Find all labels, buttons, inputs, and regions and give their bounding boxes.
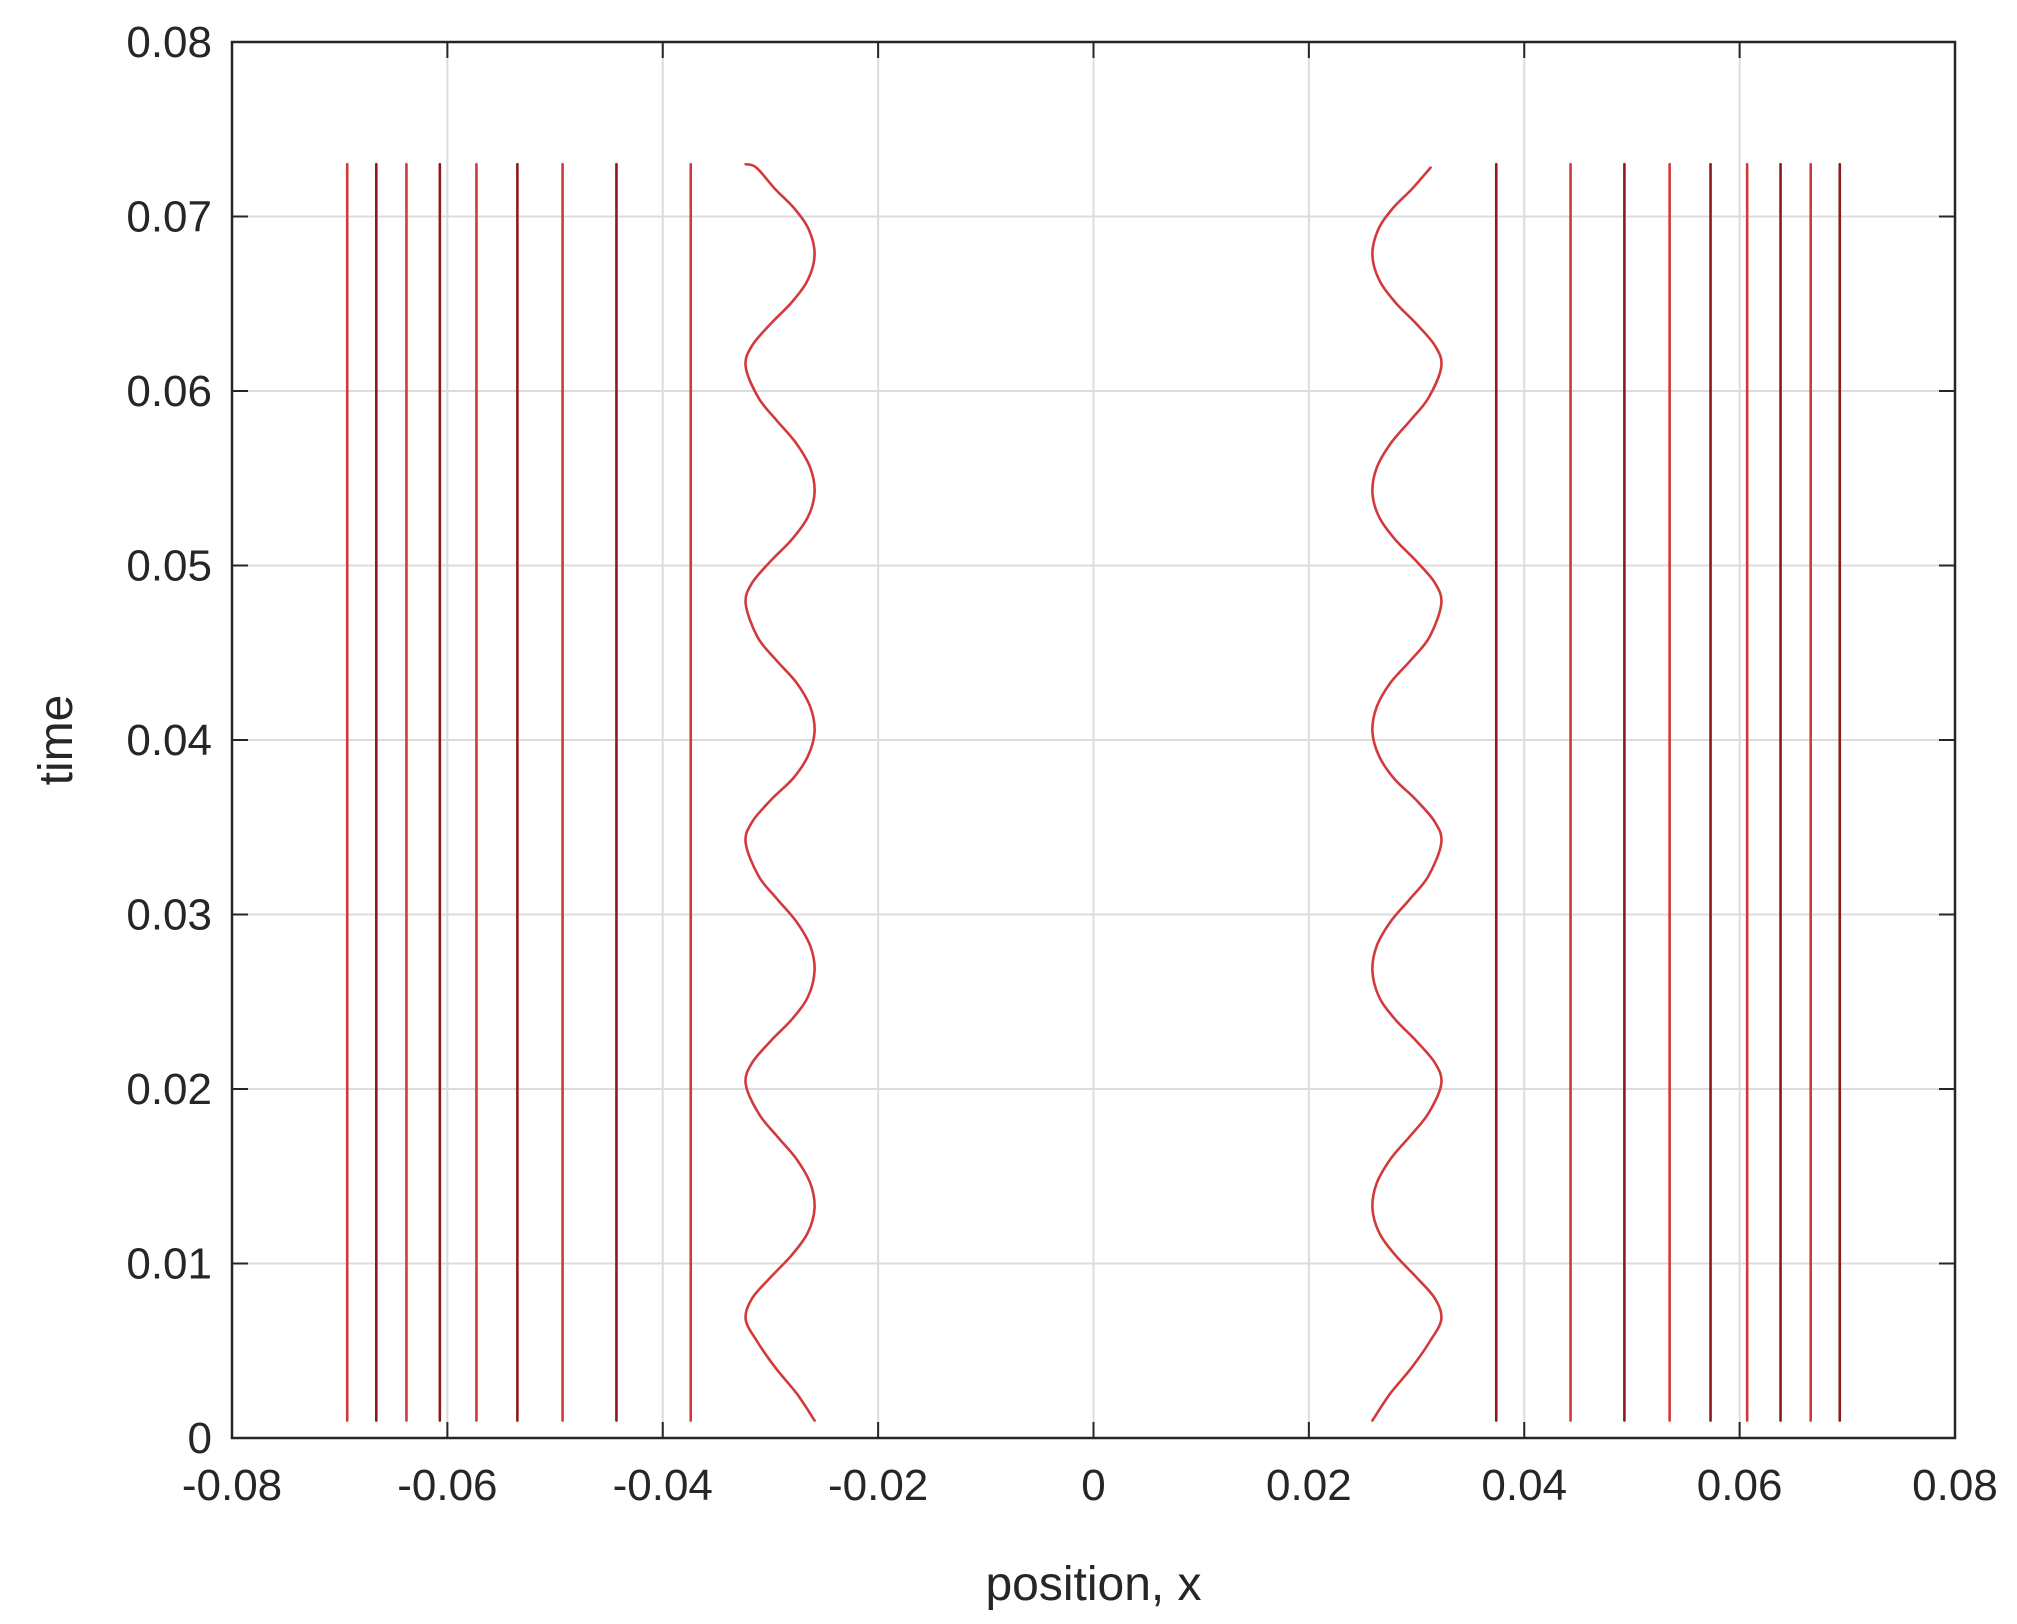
oscillating-trajectory <box>1371 166 1443 1422</box>
x-tick-label: 0.04 <box>1481 1461 1567 1510</box>
x-tick-label: -0.06 <box>397 1461 497 1510</box>
x-tick-label: 0.06 <box>1697 1461 1783 1510</box>
y-tick-label: 0.01 <box>126 1240 212 1289</box>
tick-marks <box>231 41 1956 1439</box>
y-tick-label: 0.03 <box>126 891 212 940</box>
y-tick-labels: 0 0.01 0.02 0.03 0.04 0.05 0.06 0.07 0.08 <box>126 18 212 1463</box>
y-tick-label: 0.06 <box>126 367 212 416</box>
x-tick-label: -0.08 <box>182 1461 282 1510</box>
x-tick-label: -0.02 <box>828 1461 928 1510</box>
x-tick-label: 0 <box>1081 1461 1105 1510</box>
x-tick-label: -0.04 <box>613 1461 713 1510</box>
y-tick-label: 0.04 <box>126 716 212 765</box>
series <box>345 162 1842 1422</box>
x-tick-labels: -0.08 -0.06 -0.04 -0.02 0 0.02 0.04 0.06 0.08 <box>182 1461 1998 1510</box>
y-tick-label: 0.02 <box>126 1065 212 1114</box>
x-tick-label: 0.08 <box>1912 1461 1998 1510</box>
y-tick-label: 0 <box>188 1414 212 1463</box>
y-axis-label: time <box>30 695 83 786</box>
y-tick-label: 0.07 <box>126 193 212 242</box>
y-tick-label: 0.08 <box>126 18 212 67</box>
y-tick-label: 0.05 <box>126 542 212 591</box>
x-tick-label: 0.02 <box>1266 1461 1352 1510</box>
x-axis-label: position, x <box>985 1558 1201 1611</box>
oscillating-trajectory <box>744 162 816 1422</box>
